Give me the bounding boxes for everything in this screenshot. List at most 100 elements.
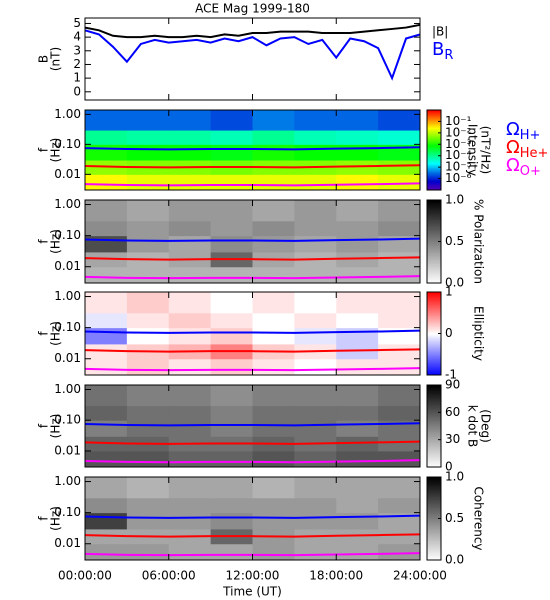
colorbar-step [427,318,441,321]
colorbar-step [427,164,441,167]
gyrofrequency-line [85,348,420,353]
spectrogram-cell [126,110,170,131]
colorbar-step [427,461,441,464]
spectrogram-cell [336,110,379,131]
spectrogram-cell [168,292,212,314]
spectrogram-cell [378,266,420,283]
spectrogram-cell [85,220,128,237]
spectrogram-cell [210,327,253,345]
colorbar-step [427,229,441,231]
spectrogram-cell [336,512,379,530]
colorbar-step [427,445,441,447]
colorbar-step [427,462,441,465]
colorbar-step [427,112,441,115]
spectrogram-cell [126,543,170,560]
colorbar-step [427,424,441,427]
colorbar-step [427,124,441,127]
colorbar-tick-label: 0.5 [445,511,464,525]
colorbar-step [427,110,441,112]
colorbar-step [427,554,441,557]
colorbar-step [427,158,441,160]
spectrogram-cell [252,420,295,437]
colorbar-step [427,486,441,489]
colorbar-step [427,170,441,172]
colorbar-step [427,497,441,500]
spectrogram-cell [168,358,212,375]
x-axis-label: Time (UT) [222,585,282,599]
x-tick-label: 12:00:00 [226,569,280,583]
colorbar-step [427,128,441,131]
colorbar-step [427,178,441,180]
spectrogram-cell [294,512,337,530]
spectrogram-cell [85,497,128,514]
spectrogram-cell [85,405,128,421]
colorbar-step [427,209,441,212]
series-line [85,29,420,81]
colorbar-step [427,249,441,252]
colorbar-label: Coherency [472,486,486,550]
spectrogram-cell [168,235,212,253]
colorbar-tick-label: 60 [445,405,460,419]
spectrogram-cell [336,358,379,375]
colorbar-step [427,555,441,558]
colorbar-label: % Polarization [472,199,486,284]
colorbar-tick-label: 10⁻⁶ [445,171,472,185]
colorbar-step [427,154,441,156]
colorbar-step [427,358,441,361]
y-axis-label: (Hz) [49,414,63,439]
spectrogram-cell [336,251,379,268]
spectrogram-cell [336,174,379,190]
colorbar-step [427,344,441,347]
colorbar-step [427,361,441,364]
colorbar-step [427,244,441,247]
colorbar-step [427,159,441,162]
spectrogram-cell [378,174,420,190]
colorbar-step [427,280,441,283]
colorbar-step [427,477,441,479]
colorbar-step [427,521,441,524]
colorbar-tick-label: 30 [445,432,460,446]
colorbar-step [427,439,441,442]
spectrogram-cell [126,130,170,145]
colorbar-tick-label: 0.0 [445,553,464,567]
spectrogram-cell [336,405,379,421]
spectrogram-cell [85,266,128,283]
spectrogram-cell [210,543,253,560]
colorbar-step [427,434,441,437]
spectrogram-cell [294,327,337,345]
spectrogram-cell [336,312,379,329]
colorbar-frame [426,109,442,191]
colorbar-frame [426,384,442,468]
spectrogram-cell [252,235,295,253]
spectrogram-cell [210,358,253,375]
colorbar-step [427,174,441,176]
colorbar-step [427,231,441,234]
y-tick-label: 0.10 [54,413,81,427]
colorbar-step [427,536,441,539]
colorbar-step [427,528,441,531]
spectrogram-cell [378,110,420,131]
colorbar-step [427,517,441,519]
panel: 0.0 0.5 1.0 Coherency 0.01 0.10 1.00 f(Hz) 00:00… [37,470,486,599]
colorbar-step [427,456,441,458]
colorbar-step [427,166,441,168]
colorbar-step [427,314,441,317]
colorbar-step [427,160,441,163]
spectrogram-cell [168,130,212,145]
colorbar-step [427,182,441,184]
colorbar-step [427,334,441,337]
colorbar-step [427,111,441,114]
colorbar-step [427,211,441,213]
colorbar-step [427,143,441,146]
colorbar-step [427,150,441,152]
colorbar-step [427,524,441,526]
y-axis-label: B [37,55,51,63]
colorbar-step [427,348,441,351]
colorbar-step [427,179,441,182]
spectrogram-cell [336,543,379,560]
colorbar-step [427,417,441,420]
spectrogram-cell [168,543,212,560]
spectrogram-cell [126,144,170,161]
colorbar-step [427,152,441,155]
